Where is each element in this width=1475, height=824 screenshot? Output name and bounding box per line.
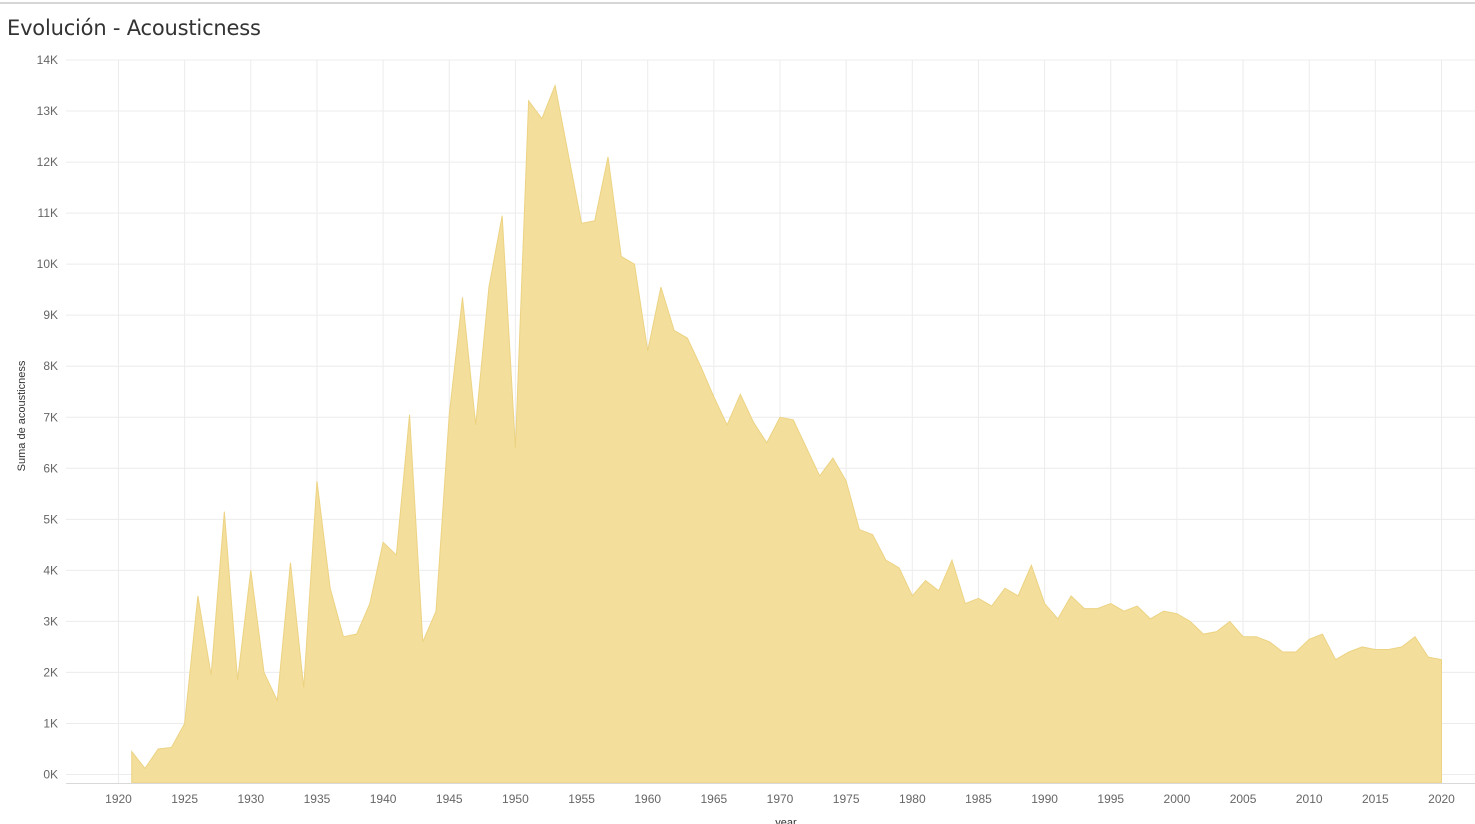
x-tick-label: 2010 bbox=[1296, 792, 1323, 806]
x-tick-label: 1950 bbox=[502, 792, 529, 806]
x-axis-ticks: 1920 1925 1930 1935 1940 1945 1950 1955 1960 1965… bbox=[105, 792, 1455, 806]
x-tick-label: 1975 bbox=[833, 792, 860, 806]
x-tick-label: 1965 bbox=[700, 792, 727, 806]
y-tick-label: 12K bbox=[37, 155, 58, 169]
y-tick-label: 6K bbox=[43, 461, 58, 475]
x-tick-label: 1925 bbox=[171, 792, 198, 806]
y-tick-label: 14K bbox=[37, 53, 58, 67]
x-tick-label: 1985 bbox=[965, 792, 992, 806]
chart-title: Evolución - Acousticness bbox=[7, 16, 261, 40]
x-tick-label: 1940 bbox=[370, 792, 397, 806]
x-tick-label: 2015 bbox=[1362, 792, 1389, 806]
x-tick-label: 1955 bbox=[568, 792, 595, 806]
x-tick-label: 1960 bbox=[634, 792, 661, 806]
y-tick-label: 0K bbox=[43, 768, 58, 782]
x-tick-label: 2020 bbox=[1428, 792, 1455, 806]
x-tick-label: 1990 bbox=[1031, 792, 1058, 806]
y-tick-label: 13K bbox=[37, 104, 58, 118]
x-tick-label: 1920 bbox=[105, 792, 132, 806]
top-divider bbox=[0, 2, 1475, 4]
y-tick-label: 5K bbox=[43, 512, 58, 526]
y-tick-label: 7K bbox=[43, 410, 58, 424]
x-tick-label: 2000 bbox=[1164, 792, 1191, 806]
x-tick-label: 1980 bbox=[899, 792, 926, 806]
y-axis-ticks: 0K 1K 2K 3K 4K 5K 6K 7K 8K 9K 10K 11K 12K 13K 14K bbox=[37, 53, 58, 782]
area-path bbox=[131, 83, 1442, 784]
y-tick-label: 4K bbox=[43, 563, 58, 577]
y-tick-label: 2K bbox=[43, 665, 58, 679]
x-tick-label: 1970 bbox=[767, 792, 794, 806]
y-tick-label: 1K bbox=[43, 716, 58, 730]
y-axis-title: Suma de acousticness bbox=[16, 360, 28, 471]
x-tick-label: 1935 bbox=[304, 792, 331, 806]
area-series bbox=[131, 83, 1442, 784]
x-tick-label: 1995 bbox=[1097, 792, 1124, 806]
y-tick-label: 10K bbox=[37, 257, 58, 271]
x-tick-label: 1930 bbox=[237, 792, 264, 806]
x-tick-label: 1945 bbox=[436, 792, 463, 806]
x-axis-title: year bbox=[775, 817, 797, 824]
y-tick-label: 11K bbox=[38, 206, 58, 220]
y-tick-label: 9K bbox=[43, 308, 58, 322]
y-tick-label: 8K bbox=[43, 359, 58, 373]
x-tick-label: 2005 bbox=[1230, 792, 1257, 806]
y-tick-label: 3K bbox=[43, 614, 58, 628]
